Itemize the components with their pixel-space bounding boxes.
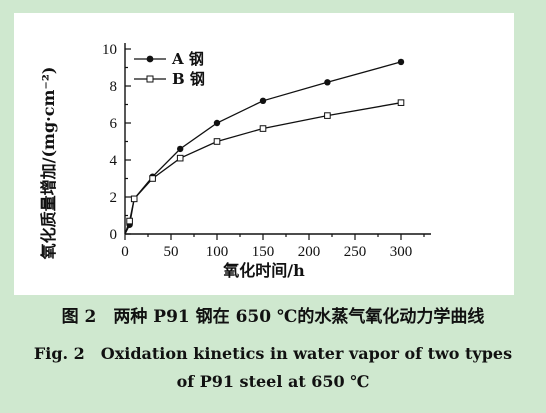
x-tick-label: 0 [121, 244, 129, 260]
legend-marker-2 [146, 75, 154, 83]
x-axis-label: 氧化时间/h [222, 261, 305, 280]
figure-caption-english-line2: of P91 steel at 650 ℃ [176, 372, 370, 391]
series-2-point [213, 138, 221, 145]
x-tick-label: 100 [206, 244, 229, 260]
y-tick-label: 10 [102, 42, 117, 58]
x-tick-label: 300 [390, 244, 413, 260]
figure-caption-english-line1: Fig. 2 Oxidation kinetics in water vapor… [33, 344, 513, 363]
x-tick-label: 250 [344, 244, 367, 260]
series-line-2 [124, 102, 402, 235]
figure-caption-chinese: 图 2 两种 P91 钢在 650 ℃的水蒸气氧化动力学曲线 [61, 307, 485, 327]
series-1-point [213, 119, 221, 127]
legend-label-1: A 钢 [171, 50, 204, 68]
line-chart: 0 50 100 150 200 250 300 0 2 4 6 8 10 A 钢 B 钢 氧化质量增加/… [39, 42, 431, 280]
series-2-point [149, 175, 156, 182]
series-1-point [324, 79, 331, 86]
y-tick-label: 4 [110, 153, 118, 169]
x-tick-label: 50 [164, 244, 179, 260]
x-tick-label: 200 [298, 244, 321, 260]
y-axis-label: 氧化质量增加/(mg·cm⁻²) [39, 67, 58, 261]
legend-marker-1 [146, 55, 154, 63]
series-2-point [126, 217, 133, 225]
plot-panel: 0 50 100 150 200 250 300 0 2 4 6 8 10 A 钢 B 钢 氧化质量增加/… [14, 13, 514, 295]
y-tick-label: 8 [110, 79, 118, 95]
y-tick-label: 0 [110, 227, 118, 243]
series-2-point [130, 195, 138, 203]
series-2-point [259, 125, 267, 132]
legend-label-2: B 钢 [172, 70, 205, 88]
series-2-point [397, 99, 405, 106]
series-line-1 [124, 61, 402, 235]
series-1-point [397, 58, 405, 66]
series-2-point [324, 112, 331, 119]
series-2-point [176, 154, 184, 162]
series-1-point [177, 145, 184, 153]
y-tick-label: 2 [110, 190, 118, 206]
x-tick-label: 150 [252, 244, 275, 260]
series-1-point [259, 97, 267, 105]
y-tick-label: 6 [110, 116, 118, 132]
